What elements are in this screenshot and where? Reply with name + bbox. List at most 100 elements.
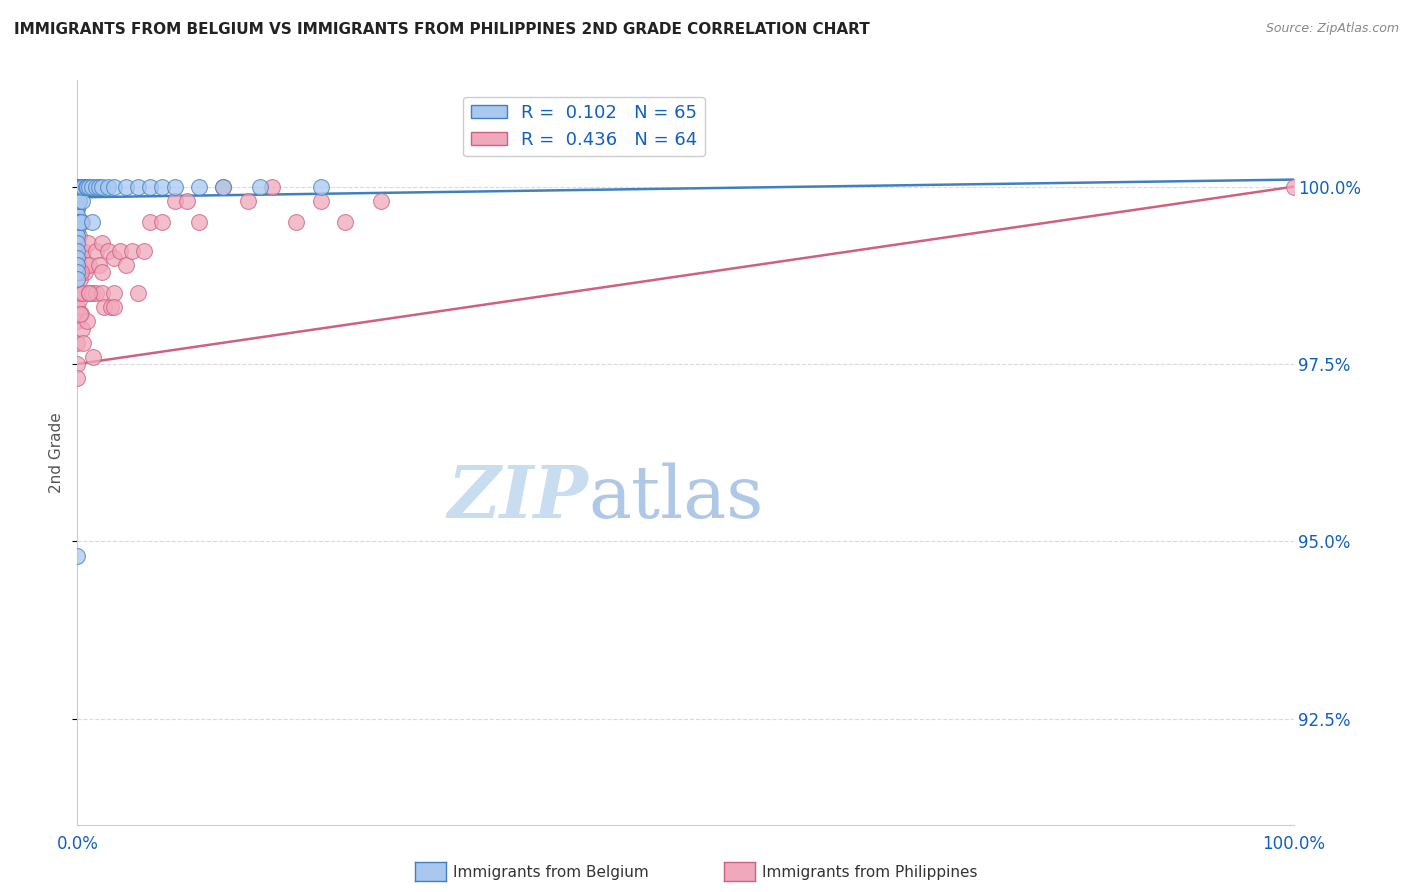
Point: [67, 186, 90, 201]
Point: [103, 286, 125, 301]
Point: [66, 549, 89, 563]
Point: [77, 236, 100, 251]
Point: [115, 179, 138, 194]
Point: [66, 179, 89, 194]
Point: [127, 286, 149, 301]
Point: [66, 179, 89, 194]
Point: [66, 179, 89, 194]
Point: [90, 265, 112, 279]
Point: [66, 201, 89, 215]
Point: [70, 321, 93, 335]
Point: [66, 371, 89, 385]
Point: [236, 194, 259, 208]
Text: Source: ZipAtlas.com: Source: ZipAtlas.com: [1265, 22, 1399, 36]
Point: [84, 286, 107, 301]
Point: [70, 265, 93, 279]
Point: [188, 179, 211, 194]
Point: [84, 244, 107, 258]
Point: [66, 201, 89, 215]
Point: [79, 258, 101, 272]
Point: [70, 179, 93, 194]
Point: [79, 286, 101, 301]
Point: [66, 179, 89, 194]
Point: [67, 215, 90, 229]
Point: [285, 215, 308, 229]
Point: [84, 179, 107, 194]
Legend: R =  0.102   N = 65, R =  0.436   N = 64: R = 0.102 N = 65, R = 0.436 N = 64: [464, 96, 704, 156]
Point: [66, 222, 89, 236]
Point: [127, 179, 149, 194]
Point: [97, 244, 120, 258]
Point: [93, 300, 115, 314]
Point: [66, 179, 89, 194]
Point: [79, 179, 101, 194]
Point: [66, 244, 89, 258]
Point: [66, 286, 89, 301]
Point: [66, 265, 89, 279]
Point: [80, 215, 103, 229]
Point: [97, 179, 120, 194]
Point: [66, 215, 89, 229]
Point: [66, 179, 89, 194]
Point: [69, 179, 91, 194]
Point: [90, 236, 112, 251]
Point: [309, 179, 332, 194]
Point: [249, 179, 271, 194]
Point: [370, 194, 392, 208]
Point: [66, 179, 89, 194]
Point: [75, 179, 97, 194]
Point: [66, 179, 89, 194]
Point: [260, 179, 283, 194]
Point: [103, 179, 125, 194]
Point: [67, 265, 90, 279]
Point: [66, 314, 89, 328]
Point: [66, 236, 89, 251]
Point: [66, 215, 89, 229]
Point: [66, 179, 89, 194]
Point: [67, 258, 90, 272]
Point: [66, 179, 89, 194]
Point: [66, 265, 89, 279]
Point: [72, 286, 94, 301]
Point: [80, 179, 103, 194]
Text: ZIP: ZIP: [447, 462, 588, 533]
Point: [66, 179, 89, 194]
Point: [66, 335, 89, 350]
Point: [66, 179, 89, 194]
Point: [89, 179, 111, 194]
Point: [67, 293, 90, 308]
Point: [66, 179, 89, 194]
Point: [212, 179, 235, 194]
Point: [69, 286, 91, 301]
Point: [66, 179, 89, 194]
Point: [66, 208, 89, 222]
Point: [212, 179, 235, 194]
Point: [72, 335, 94, 350]
Point: [67, 194, 90, 208]
Point: [67, 179, 90, 194]
Text: atlas: atlas: [588, 462, 763, 533]
Point: [76, 179, 98, 194]
Point: [103, 300, 125, 314]
Point: [139, 179, 162, 194]
Point: [72, 179, 94, 194]
Point: [66, 179, 89, 194]
Point: [90, 286, 112, 301]
Point: [66, 258, 89, 272]
Point: [70, 215, 93, 229]
Point: [103, 251, 125, 265]
Text: Immigrants from Philippines: Immigrants from Philippines: [762, 865, 977, 880]
Point: [115, 258, 138, 272]
Point: [108, 244, 131, 258]
Point: [309, 194, 332, 208]
Point: [70, 215, 93, 229]
Point: [70, 194, 93, 208]
Point: [89, 258, 111, 272]
Point: [188, 215, 211, 229]
Point: [121, 244, 143, 258]
Text: IMMIGRANTS FROM BELGIUM VS IMMIGRANTS FROM PHILIPPINES 2ND GRADE CORRELATION CHA: IMMIGRANTS FROM BELGIUM VS IMMIGRANTS FR…: [14, 22, 870, 37]
Point: [66, 179, 89, 194]
Point: [69, 244, 91, 258]
Point: [66, 300, 89, 314]
Point: [176, 194, 198, 208]
